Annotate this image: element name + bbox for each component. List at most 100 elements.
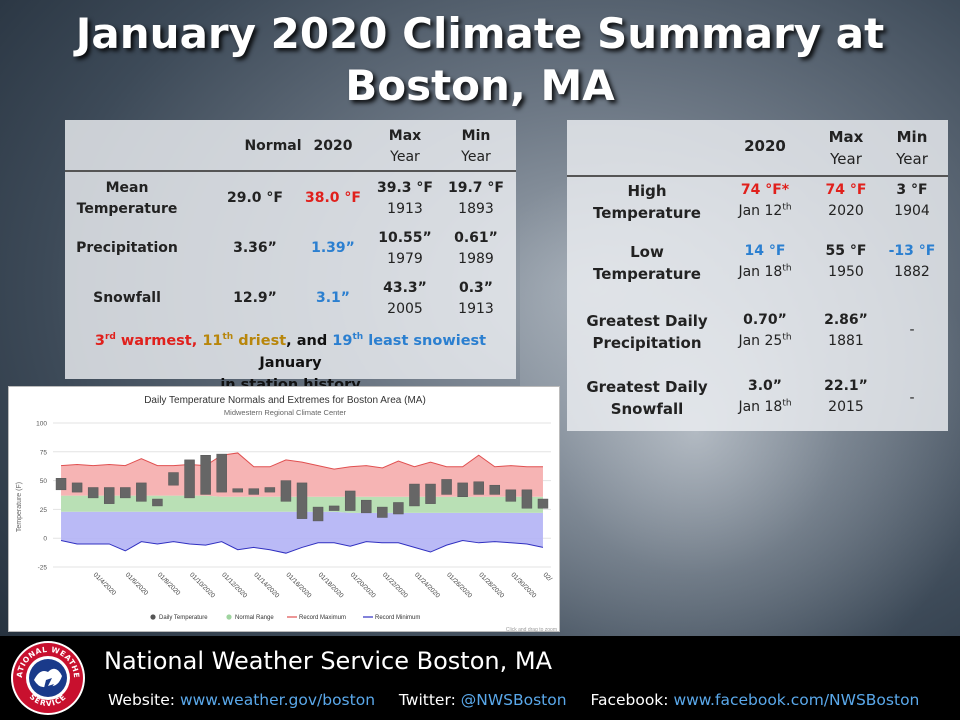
snowfall-max: 43.3” 2005 — [383, 280, 427, 317]
high-temp-min: 3 °F 1904 — [894, 182, 930, 219]
daily-temperature-bar — [71, 482, 83, 493]
right-header-min: Min Year — [896, 128, 928, 168]
low-temp-2020: 14 °F Jan 18th — [738, 243, 792, 280]
daily-temperature-bar — [393, 502, 404, 515]
x-tick-label: 01/22/2020 — [381, 571, 409, 599]
daily-temperature-bar — [152, 498, 163, 507]
high-temp-2020: 74 °F* Jan 12th — [738, 182, 792, 219]
daily-temperature-bar — [505, 489, 517, 502]
daily-temperature-bar — [248, 488, 260, 495]
daily-temperature-bar — [409, 483, 420, 507]
page-title: January 2020 Climate Summary at Boston, … — [0, 8, 960, 112]
footer-links: Website: www.weather.gov/boston Twitter:… — [108, 690, 919, 710]
website-link[interactable]: www.weather.gov/boston — [179, 691, 376, 709]
snowfall-normal: 12.9” — [233, 290, 277, 306]
legend-label: Daily Temperature — [159, 615, 208, 621]
x-tick-label: 01/6/2020 — [124, 571, 150, 597]
daily-temperature-bar — [473, 481, 484, 495]
precip-min: 0.61” 1989 — [454, 230, 498, 267]
header-max: Max Year — [388, 128, 422, 165]
greatest-precip-2020: 0.70” Jan 25th — [738, 312, 792, 349]
chart-y-axis-label: Temperature (F) — [16, 482, 23, 532]
precip-normal: 3.36” — [233, 240, 277, 256]
x-tick-label: 01/4/2020 — [92, 571, 118, 597]
chart-title: Daily Temperature Normals and Extremes f… — [144, 395, 426, 406]
y-tick-label: 50 — [40, 478, 48, 485]
row-label-greatest-precip: Greatest Daily Precipitation — [586, 312, 708, 352]
precip-2020: 1.39” — [311, 240, 355, 256]
y-tick-label: -25 — [38, 565, 48, 572]
greatest-precip-max: 2.86” 1881 — [824, 312, 868, 349]
daily-temperature-bar — [377, 506, 388, 518]
x-tick-label: 01/24/2020 — [413, 571, 441, 599]
daily-temperature-bar — [457, 482, 468, 497]
daily-temperature-bar — [425, 483, 436, 504]
title-line-1: January 2020 Climate Summary at — [75, 9, 885, 58]
daily-temperature-bar — [200, 455, 211, 495]
daily-temperature-bar — [280, 480, 292, 502]
mean-temp-min: 19.7 °F 1893 — [448, 180, 504, 217]
x-tick-label: 01/8/2020 — [156, 571, 182, 597]
daily-temperature-bar — [55, 478, 67, 491]
monthly-summary-table: Normal 2020 Max Year Min Year Mean Tempe… — [65, 120, 516, 393]
header-normal: Normal — [244, 138, 302, 154]
x-tick-label: 01/30/2020 — [509, 571, 537, 599]
daily-extremes-table: 2020 Max Year Min Year High Temperature … — [567, 120, 948, 431]
daily-temperature-bar — [103, 487, 115, 504]
legend-marker — [226, 614, 232, 620]
record-minimum-line — [60, 539, 544, 554]
daily-temperature-bar — [328, 505, 340, 511]
high-temp-max: 74 °F 2020 — [825, 182, 867, 219]
facebook-label: Facebook: — [590, 691, 669, 709]
daily-temperature-bar — [264, 487, 276, 493]
daily-temperature-bar — [441, 479, 452, 495]
x-tick-label: 01/10/2020 — [188, 571, 216, 599]
legend-label: Record Minimum — [375, 615, 420, 621]
record-maximum-line — [60, 452, 543, 470]
x-tick-label: 01/12/2020 — [220, 571, 248, 599]
daily-temperature-bar — [361, 499, 372, 514]
legend-label: Normal Range — [235, 615, 274, 621]
footer-bar: NATIONAL WEATHER SERVICE National Weathe… — [0, 636, 960, 720]
legend-label: Record Maximum — [299, 615, 346, 621]
legend-marker — [150, 614, 156, 620]
daily-temperature-bar — [344, 490, 356, 511]
nws-logo: NATIONAL WEATHER SERVICE — [10, 640, 85, 715]
daily-temperature-bar — [168, 472, 179, 486]
row-label-low-temp: Low Temperature — [593, 243, 701, 283]
x-tick-label: 01/16/2020 — [285, 571, 313, 599]
header-min: Min Year — [461, 128, 491, 165]
greatest-snowfall-max: 22.1” 2015 — [824, 378, 868, 415]
greatest-snowfall-min: - — [909, 390, 915, 406]
chart-zoom-hint: Click and drag to zoom — [506, 627, 557, 633]
right-header-divider — [567, 175, 948, 177]
mean-temp-max: 39.3 °F 1913 — [377, 180, 433, 217]
row-label-mean-temp: Mean Temperature — [76, 180, 178, 217]
twitter-label: Twitter: — [398, 691, 456, 709]
daily-temperature-bar — [312, 506, 324, 522]
x-tick-label: 01/14/2020 — [252, 571, 280, 599]
greatest-snowfall-2020: 3.0” Jan 18th — [738, 378, 792, 415]
website-label: Website: — [108, 691, 176, 709]
precip-max: 10.55” 1979 — [378, 230, 432, 267]
row-label-high-temp: High Temperature — [593, 182, 701, 222]
daily-temperature-bar — [136, 482, 147, 502]
facebook-link[interactable]: www.facebook.com/NWSBoston — [673, 691, 920, 709]
twitter-link[interactable]: @NWSBoston — [460, 691, 567, 709]
ranking-note: 3rd warmest, 11th driest, and 19th least… — [65, 330, 516, 396]
x-tick-label: 01/20/2020 — [349, 571, 377, 599]
temperature-chart-svg: Daily Temperature Normals and Extremes f… — [16, 395, 557, 633]
x-tick-label: 01/18/2020 — [317, 571, 345, 599]
daily-temperature-bar — [184, 459, 195, 499]
low-temp-max: 55 °F 1950 — [825, 243, 867, 280]
chart-subtitle: Midwestern Regional Climate Center — [224, 408, 347, 417]
daily-temperature-bar — [216, 453, 227, 493]
row-label-snowfall: Snowfall — [93, 290, 161, 306]
temperature-chart[interactable]: Daily Temperature Normals and Extremes f… — [8, 386, 560, 633]
x-tick-label: 01/28/2020 — [477, 571, 505, 599]
header-divider — [65, 170, 516, 172]
title-line-2: Boston, MA — [345, 61, 615, 110]
low-temp-min: -13 °F 1882 — [888, 243, 936, 280]
y-tick-label: 0 — [43, 536, 47, 543]
right-header-2020: 2020 — [744, 137, 786, 155]
